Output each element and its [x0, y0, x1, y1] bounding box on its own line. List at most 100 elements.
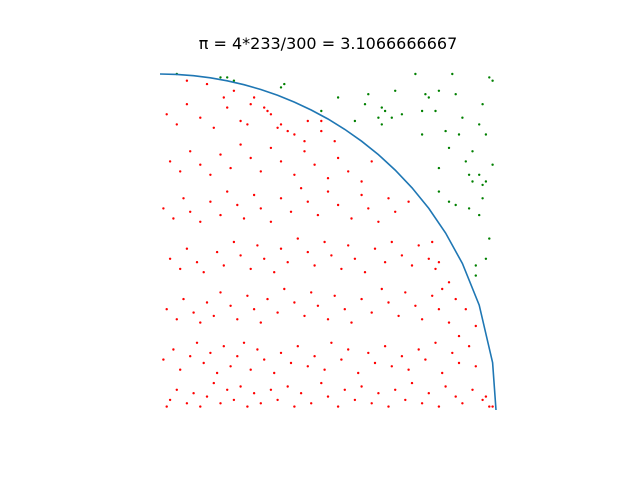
inside-point	[420, 318, 424, 321]
inside-point	[239, 254, 242, 257]
inside-point	[367, 351, 370, 355]
outside-point	[380, 123, 383, 126]
inside-point	[286, 261, 289, 264]
inside-point	[232, 240, 236, 244]
outside-point	[478, 173, 481, 176]
inside-point	[236, 318, 239, 321]
outside-point	[488, 237, 491, 240]
inside-point	[219, 402, 222, 405]
inside-point	[310, 402, 313, 405]
inside-point	[192, 311, 195, 314]
inside-point	[182, 297, 185, 301]
inside-point	[441, 371, 444, 375]
inside-point	[400, 355, 404, 358]
inside-point	[434, 341, 437, 344]
inside-point	[246, 294, 249, 297]
inside-point	[360, 297, 363, 301]
inside-point	[256, 348, 259, 351]
inside-point	[252, 392, 256, 395]
inside-point	[404, 291, 407, 294]
inside-point	[175, 388, 178, 391]
outside-point	[474, 264, 477, 267]
inside-point	[249, 156, 252, 160]
inside-point	[239, 143, 242, 146]
inside-point	[336, 156, 340, 160]
chart-title: π = 4*233/300 = 3.1066666667	[198, 34, 458, 53]
inside-point	[488, 405, 491, 408]
inside-point	[289, 210, 293, 213]
inside-point	[407, 368, 410, 371]
inside-point	[172, 217, 175, 220]
inside-point	[299, 392, 303, 395]
outside-point	[427, 96, 430, 99]
inside-point	[239, 119, 242, 123]
inside-point	[289, 361, 293, 365]
inside-point	[326, 318, 330, 321]
inside-point	[357, 371, 360, 375]
inside-point	[427, 257, 430, 260]
outside-point	[454, 203, 457, 207]
outside-point	[481, 103, 484, 106]
inside-point	[316, 213, 320, 217]
inside-point	[387, 197, 390, 200]
inside-point	[162, 207, 165, 210]
inside-point	[286, 385, 289, 388]
outside-point	[484, 180, 488, 183]
inside-point	[162, 358, 165, 361]
inside-point	[229, 365, 232, 368]
inside-point	[296, 345, 299, 348]
inside-point	[383, 345, 387, 348]
inside-point	[414, 304, 417, 307]
inside-point	[219, 213, 222, 217]
inside-point	[273, 271, 276, 274]
inside-point	[387, 405, 390, 408]
outside-point	[437, 190, 441, 193]
inside-point	[199, 163, 202, 166]
outside-point	[447, 146, 451, 150]
inside-point	[185, 402, 189, 405]
inside-point	[263, 257, 266, 260]
inside-point	[226, 190, 229, 193]
inside-point	[209, 351, 212, 355]
inside-point	[246, 405, 249, 408]
inside-point	[219, 153, 222, 156]
inside-point	[383, 261, 387, 264]
inside-point	[199, 220, 202, 223]
inside-point	[252, 308, 256, 311]
outside-point	[219, 76, 222, 79]
inside-point	[249, 267, 252, 271]
inside-point	[306, 365, 309, 368]
inside-point	[326, 177, 330, 180]
outside-point	[320, 109, 323, 113]
inside-point	[226, 106, 229, 109]
inside-point	[437, 308, 441, 311]
inside-point	[390, 240, 393, 244]
inside-point	[340, 267, 343, 271]
inside-point	[239, 385, 242, 388]
outside-point	[451, 72, 454, 76]
inside-point	[276, 311, 279, 314]
inside-point	[454, 297, 457, 301]
inside-point	[263, 106, 266, 109]
outside-point	[454, 93, 457, 96]
inside-point	[390, 365, 393, 368]
inside-point	[303, 314, 306, 318]
inside-point	[279, 160, 283, 163]
inside-point	[215, 371, 219, 375]
inside-point	[373, 247, 377, 250]
inside-point	[303, 150, 306, 153]
inside-point	[199, 405, 202, 408]
inside-point	[293, 173, 296, 176]
inside-point	[417, 244, 420, 247]
inside-point	[242, 341, 246, 344]
inside-point	[205, 82, 209, 86]
inside-points-group	[162, 79, 494, 408]
inside-point	[209, 173, 212, 176]
outside-point	[471, 150, 474, 153]
quarter-circle-curve	[159, 73, 497, 411]
inside-point	[168, 398, 172, 402]
inside-point	[326, 395, 330, 398]
outside-point	[471, 180, 474, 183]
inside-point	[347, 348, 350, 351]
